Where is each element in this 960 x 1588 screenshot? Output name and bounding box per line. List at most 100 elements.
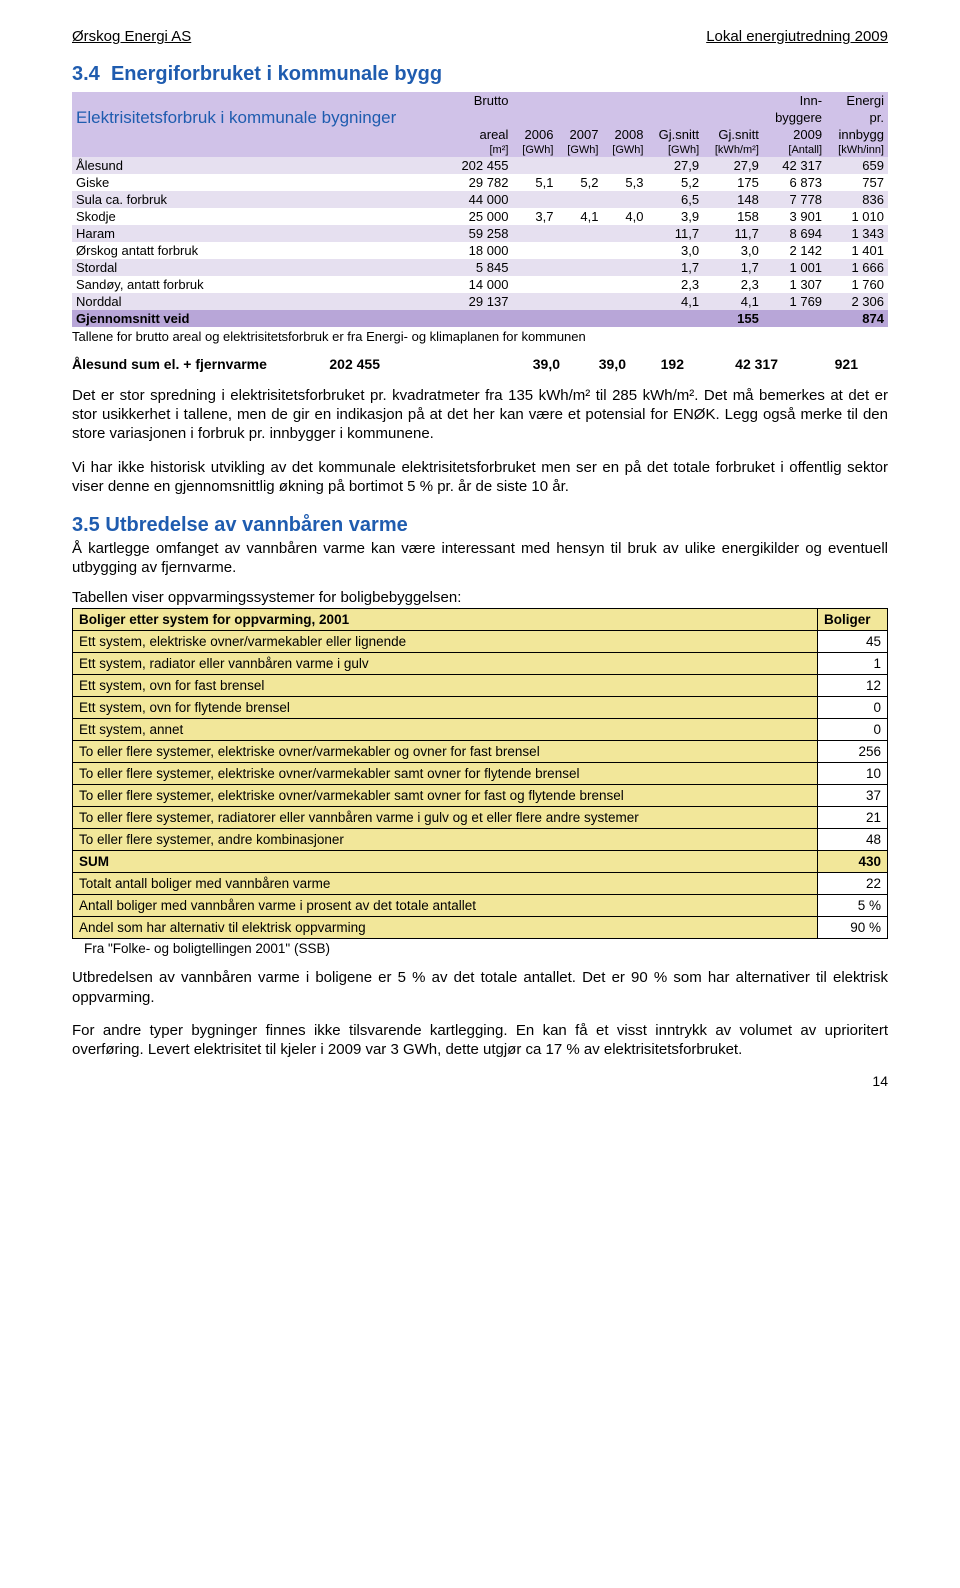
table-row: Ålesund202 45527,927,942 317659 [72, 157, 888, 174]
cell [602, 242, 647, 259]
page-header: Ørskog Energi AS Lokal energiutredning 2… [72, 28, 888, 45]
cell [557, 191, 602, 208]
cell [602, 293, 647, 310]
cell: 659 [826, 157, 888, 174]
cell: 1 760 [826, 276, 888, 293]
table-row: Sandøy, antatt forbruk14 0002,32,31 3071… [72, 276, 888, 293]
cell [602, 225, 647, 242]
cell [512, 242, 557, 259]
cell: 14 000 [449, 276, 512, 293]
cell: To eller flere systemer, elektriske ovne… [73, 763, 818, 785]
cell: 158 [703, 208, 763, 225]
sum-label: SUM [73, 851, 818, 873]
cell: 10 [818, 763, 888, 785]
c: 2008 [602, 126, 647, 143]
cell: 5,3 [602, 174, 647, 191]
als-label: Ålesund sum el. + fjernvarme [72, 356, 304, 372]
cell: 202 455 [449, 157, 512, 174]
table-row: To eller flere systemer, elektriske ovne… [73, 763, 888, 785]
cell [557, 293, 602, 310]
table-row: Antall boliger med vannbåren varme i pro… [73, 895, 888, 917]
cell: 1,7 [703, 259, 763, 276]
table-row: Ett system, radiator eller vannbåren var… [73, 653, 888, 675]
section-34-title: 3.4 Energiforbruket i kommunale bygg [72, 63, 888, 86]
cell: 5,2 [557, 174, 602, 191]
cell [512, 276, 557, 293]
cell: 29 137 [449, 293, 512, 310]
cell: Ett system, ovn for fast brensel [73, 675, 818, 697]
cell: 1 769 [763, 293, 826, 310]
cell: Stordal [72, 259, 449, 276]
sum-val: 430 [818, 851, 888, 873]
cell: 1 307 [763, 276, 826, 293]
cell: 2 142 [763, 242, 826, 259]
cell: Haram [72, 225, 449, 242]
cell: 4,1 [647, 293, 703, 310]
u: [GWh] [602, 143, 647, 157]
cell: 21 [818, 807, 888, 829]
u: [Antall] [763, 143, 826, 157]
cell: 42 317 [763, 157, 826, 174]
als-v: 202 455 [304, 356, 380, 372]
cell: 175 [703, 174, 763, 191]
c: areal [449, 126, 512, 143]
cell: 27,9 [647, 157, 703, 174]
cell: Giske [72, 174, 449, 191]
cell: Totalt antall boliger med vannbåren varm… [73, 873, 818, 895]
sec-label: Utbredelse av vannbåren varme [105, 514, 407, 536]
tbl2-caption: Tabellen viser oppvarmingssystemer for b… [72, 589, 888, 606]
cell: 148 [703, 191, 763, 208]
cell: 3,0 [647, 242, 703, 259]
cell [557, 157, 602, 174]
als-v: 192 [626, 356, 684, 372]
table-row: Stordal5 8451,71,71 0011 666 [72, 259, 888, 276]
table-row: Skodje25 0003,74,14,03,91583 9011 010 [72, 208, 888, 225]
cell: Ålesund [72, 157, 449, 174]
cell: 48 [818, 829, 888, 851]
c: innbygg [826, 126, 888, 143]
c: Energi [826, 92, 888, 109]
cell [602, 259, 647, 276]
sec34-para2: Vi har ikke historisk utvikling av det k… [72, 458, 888, 496]
c: 2007 [557, 126, 602, 143]
cell: 5,1 [512, 174, 557, 191]
page-number: 14 [72, 1073, 888, 1089]
cell: 3,9 [647, 208, 703, 225]
cell: 836 [826, 191, 888, 208]
als-v: 39,0 [380, 356, 560, 372]
sec35-para2: For andre typer bygninger finnes ikke ti… [72, 1021, 888, 1059]
cell: 18 000 [449, 242, 512, 259]
cell: 29 782 [449, 174, 512, 191]
cell: 4,1 [557, 208, 602, 225]
cell: 37 [818, 785, 888, 807]
cell: Ett system, ovn for flytende brensel [73, 697, 818, 719]
u: [m²] [449, 143, 512, 157]
cell [512, 259, 557, 276]
table-row: Giske29 7825,15,25,35,21756 873757 [72, 174, 888, 191]
cell: 90 % [818, 917, 888, 939]
cell: 45 [818, 631, 888, 653]
cell: Ett system, radiator eller vannbåren var… [73, 653, 818, 675]
cell [557, 242, 602, 259]
sec35-para1: Utbredelsen av vannbåren varme i boligen… [72, 968, 888, 1006]
cell [512, 191, 557, 208]
cell [557, 225, 602, 242]
cell [512, 157, 557, 174]
cell: 44 000 [449, 191, 512, 208]
table-row: To eller flere systemer, elektriske ovne… [73, 785, 888, 807]
cell: 4,1 [703, 293, 763, 310]
cell: 1,7 [647, 259, 703, 276]
cell: 25 000 [449, 208, 512, 225]
cell: To eller flere systemer, elektriske ovne… [73, 785, 818, 807]
cell: 11,7 [703, 225, 763, 242]
c: byggere [763, 109, 826, 126]
total-v2: 874 [826, 310, 888, 327]
table-row: To eller flere systemer, andre kombinasj… [73, 829, 888, 851]
header-right: Lokal energiutredning 2009 [706, 28, 888, 45]
table-row: Norddal29 1374,14,11 7692 306 [72, 293, 888, 310]
u: [kWh/inn] [826, 143, 888, 157]
cell: To eller flere systemer, radiatorer elle… [73, 807, 818, 829]
header-left: Ørskog Energi AS [72, 28, 191, 45]
cell [602, 276, 647, 293]
als-v: 42 317 [684, 356, 778, 372]
